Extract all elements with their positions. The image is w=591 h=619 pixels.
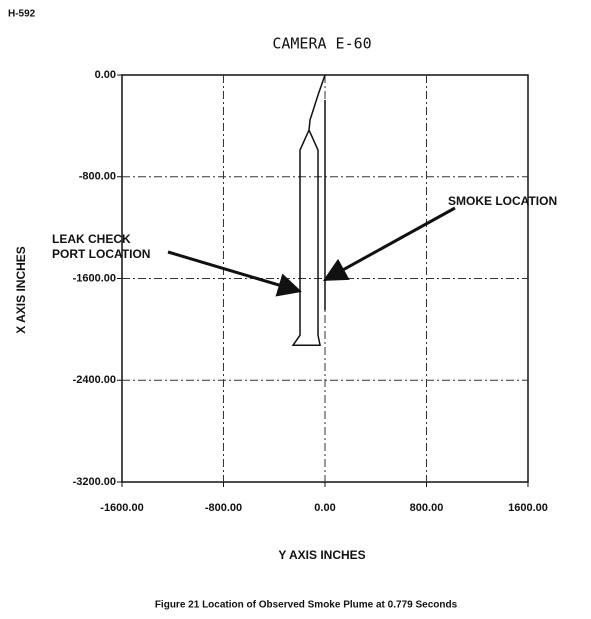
x-tick-label: -1600.00 — [100, 502, 143, 514]
chart-title: CAMERA E-60 — [272, 35, 371, 53]
annotation-text: SMOKE LOCATION — [448, 194, 557, 208]
x-tick-label: 1600.00 — [508, 502, 548, 514]
y-tick-label: -2400.00 — [73, 374, 116, 386]
caption: Figure 21 Location of Observed Smoke Plu… — [155, 600, 458, 611]
x-tick-label: 800.00 — [410, 502, 444, 514]
y-axis-label: X AXIS INCHES — [14, 246, 28, 334]
annotation-text: PORT LOCATION — [52, 247, 150, 261]
page-label: H-592 — [8, 9, 36, 20]
outline-line — [291, 74, 326, 347]
annotation-arrow — [322, 206, 456, 282]
x-tick-label: -800.00 — [205, 502, 242, 514]
y-tick-label: -800.00 — [79, 171, 116, 183]
y-tick-label: -3200.00 — [73, 476, 116, 488]
x-axis-label: Y AXIS INCHES — [278, 548, 365, 562]
x-tick-label: 0.00 — [314, 502, 335, 514]
y-tick-label: -1600.00 — [73, 272, 116, 284]
annotation-arrow — [167, 250, 302, 297]
y-tick-label: 0.00 — [95, 69, 116, 81]
annotation-text: LEAK CHECK — [52, 232, 131, 246]
